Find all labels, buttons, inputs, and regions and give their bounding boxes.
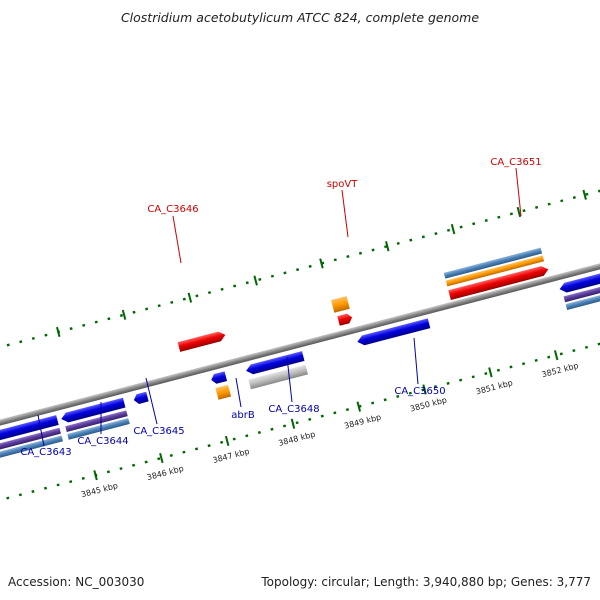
- steel-feature-CA_C3643[interactable]: [0, 435, 63, 460]
- genome-track: 3845 kbp 3846 kbp 3847 kbp 3848 kbp 3849…: [0, 174, 600, 507]
- orange-feature-abrB[interactable]: [215, 384, 232, 400]
- cds-arrow-CA_C3644[interactable]: [60, 397, 126, 424]
- steel-feature-CA_C3644[interactable]: [67, 418, 130, 440]
- accession-text: Accession: NC_003030: [8, 575, 144, 589]
- leader-line-abrB: [235, 377, 242, 408]
- purple-feature-edge[interactable]: [563, 280, 600, 303]
- label-leader-lines: [37, 167, 522, 447]
- steel-feature-CA_C3651[interactable]: [443, 247, 543, 279]
- genome-backbone: [0, 242, 600, 436]
- reverse-major-ticks: [93, 350, 559, 481]
- leader-line-CA_C3648: [286, 356, 293, 403]
- scale-tick-label: 3845 kbp: [80, 481, 119, 499]
- cds-arrow-CA_C3651[interactable]: [448, 265, 549, 300]
- cds-arrow-CA_C3650[interactable]: [356, 318, 431, 346]
- cds-arrow-spoVT[interactable]: [337, 313, 353, 326]
- scale-tick-label: 3848 kbp: [278, 430, 317, 448]
- steel-feature-edge[interactable]: [565, 288, 600, 310]
- gene-label-CA_C3651[interactable]: CA_C3651: [490, 157, 541, 168]
- gene-label-CA_C3644[interactable]: CA_C3644: [77, 436, 128, 447]
- leader-line-spoVT: [341, 189, 349, 238]
- gene-label-CA_C3645[interactable]: CA_C3645: [133, 426, 184, 437]
- scale-tick-label: 3846 kbp: [146, 464, 185, 482]
- gene-label-CA_C3643[interactable]: CA_C3643: [20, 447, 71, 458]
- purple-feature-CA_C3644[interactable]: [65, 410, 128, 433]
- gray-feature-CA_C3648[interactable]: [248, 364, 309, 390]
- cds-arrow-CA_C3643[interactable]: [0, 415, 59, 444]
- cds-arrow-CA_C3648[interactable]: [245, 351, 305, 376]
- map-title: Clostridium acetobutylicum ATCC 824, com…: [121, 10, 479, 25]
- scale-tick-label: 3852 kbp: [541, 361, 580, 379]
- gene-label-CA_C3648[interactable]: CA_C3648: [268, 404, 319, 415]
- scale-tick-label: 3851 kbp: [475, 378, 514, 396]
- leader-line-CA_C3651: [515, 167, 522, 217]
- cds-arrow-edge[interactable]: [558, 267, 600, 294]
- purple-feature-CA_C3643[interactable]: [0, 427, 61, 452]
- leader-line-CA_C3643: [37, 414, 45, 447]
- cds-arrow-abrB[interactable]: [210, 371, 228, 384]
- leader-line-CA_C3645: [145, 377, 158, 425]
- scale-tick-label: 3849 kbp: [343, 413, 382, 431]
- cds-arrow-CA_C3646[interactable]: [177, 330, 227, 352]
- scale-tick-label: 3850 kbp: [409, 395, 448, 413]
- orange-feature-CA_C3651[interactable]: [445, 255, 545, 287]
- leader-line-CA_C3646: [172, 215, 182, 264]
- forward-major-ticks: [56, 189, 587, 338]
- genome-summary-text: Topology: circular; Length: 3,940,880 bp…: [260, 575, 591, 589]
- scale-tick-label: 3847 kbp: [212, 447, 251, 465]
- cds-arrow-CA_C3645[interactable]: [133, 391, 149, 405]
- gene-label-spoVT[interactable]: spoVT: [327, 179, 359, 190]
- gene-label-abrB[interactable]: abrB: [231, 410, 255, 421]
- leader-line-CA_C3650: [413, 337, 419, 385]
- gene-label-CA_C3650[interactable]: CA_C3650: [394, 386, 445, 397]
- orange-feature-spoVT[interactable]: [331, 296, 350, 313]
- gene-label-CA_C3646[interactable]: CA_C3646: [147, 204, 198, 215]
